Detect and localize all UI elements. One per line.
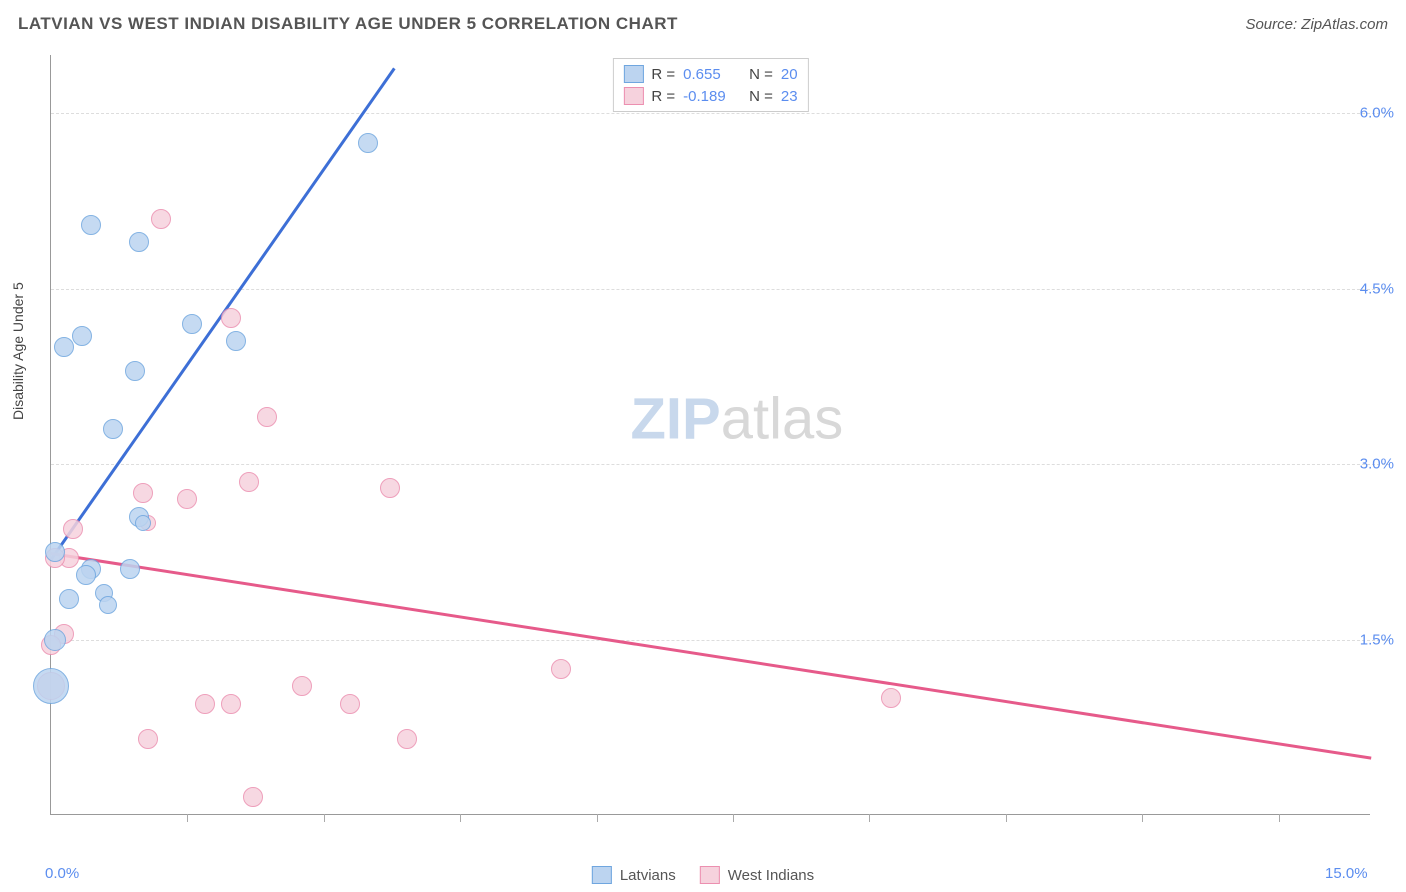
data-point [239, 472, 259, 492]
legend-r-value: -0.189 [683, 88, 741, 105]
grid-line [51, 464, 1390, 465]
data-point [138, 729, 158, 749]
data-point [44, 629, 66, 651]
legend-r-label: R = [651, 88, 675, 105]
data-point [221, 694, 241, 714]
data-point [397, 729, 417, 749]
grid-line [51, 289, 1390, 290]
legend-row: R = -0.189 N = 23 [623, 85, 797, 107]
data-point [120, 559, 140, 579]
data-point [45, 542, 65, 562]
data-point [881, 688, 901, 708]
x-tick [1279, 814, 1280, 822]
data-point [292, 676, 312, 696]
x-tick [460, 814, 461, 822]
chart-source: Source: ZipAtlas.com [1245, 16, 1388, 33]
legend-r-value: 0.655 [683, 66, 741, 83]
x-tick [869, 814, 870, 822]
watermark: ZIPatlas [631, 386, 844, 453]
legend-swatch [700, 866, 720, 884]
data-point [182, 314, 202, 334]
x-tick-label: 15.0% [1325, 865, 1368, 882]
plot-area: ZIPatlas R = 0.655 N = 20 R = -0.189 N = 23 [50, 55, 1370, 815]
data-point [257, 407, 277, 427]
x-tick [1006, 814, 1007, 822]
data-point [72, 326, 92, 346]
y-axis-label: Disability Age Under 5 [10, 282, 26, 420]
legend-swatch [623, 65, 643, 83]
x-tick [733, 814, 734, 822]
data-point [63, 519, 83, 539]
data-point [226, 331, 246, 351]
series-legend: Latvians West Indians [592, 866, 814, 884]
series-name: Latvians [620, 867, 676, 884]
data-point [76, 565, 96, 585]
legend-row: R = 0.655 N = 20 [623, 63, 797, 85]
data-point [221, 308, 241, 328]
data-point [380, 478, 400, 498]
watermark-zip: ZIP [631, 387, 721, 452]
legend-n-label: N = [749, 88, 773, 105]
data-point [358, 133, 378, 153]
data-point [151, 209, 171, 229]
data-point [33, 668, 69, 704]
series-legend-item: West Indians [700, 866, 814, 884]
chart-title: LATVIAN VS WEST INDIAN DISABILITY AGE UN… [18, 14, 678, 34]
watermark-atlas: atlas [721, 387, 844, 452]
data-point [81, 215, 101, 235]
legend-r-label: R = [651, 66, 675, 83]
trend-line [51, 552, 1371, 759]
legend-n-value: 20 [781, 66, 798, 83]
legend-n-value: 23 [781, 88, 798, 105]
grid-line [51, 640, 1390, 641]
y-tick-label: 6.0% [1360, 105, 1394, 122]
y-tick-label: 3.0% [1360, 456, 1394, 473]
series-legend-item: Latvians [592, 866, 676, 884]
data-point [99, 596, 117, 614]
series-name: West Indians [728, 867, 814, 884]
data-point [195, 694, 215, 714]
data-point [133, 483, 153, 503]
legend-swatch [592, 866, 612, 884]
x-tick-label: 0.0% [45, 865, 79, 882]
data-point [54, 337, 74, 357]
y-tick-label: 4.5% [1360, 280, 1394, 297]
x-tick [187, 814, 188, 822]
legend-swatch [623, 87, 643, 105]
data-point [243, 787, 263, 807]
correlation-legend: R = 0.655 N = 20 R = -0.189 N = 23 [612, 58, 808, 112]
legend-n-label: N = [749, 66, 773, 83]
data-point [177, 489, 197, 509]
data-point [125, 361, 145, 381]
y-tick-label: 1.5% [1360, 631, 1394, 648]
data-point [551, 659, 571, 679]
data-point [135, 515, 151, 531]
data-point [129, 232, 149, 252]
data-point [59, 589, 79, 609]
x-tick [324, 814, 325, 822]
chart-header: LATVIAN VS WEST INDIAN DISABILITY AGE UN… [18, 14, 1388, 34]
grid-line [51, 113, 1390, 114]
data-point [340, 694, 360, 714]
x-tick [597, 814, 598, 822]
data-point [103, 419, 123, 439]
x-tick [1142, 814, 1143, 822]
